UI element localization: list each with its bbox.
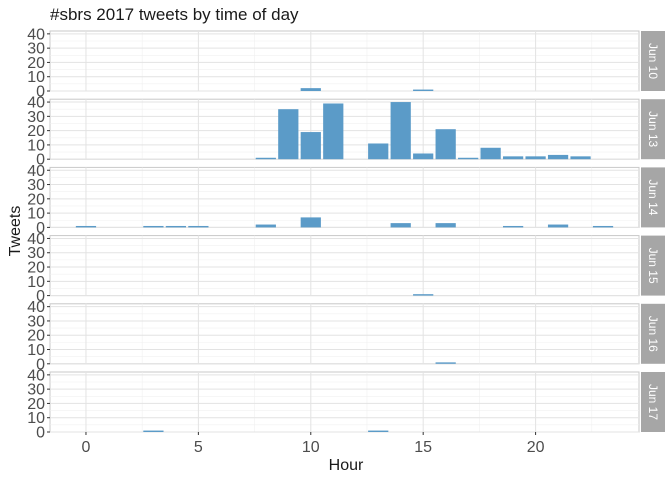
y-tick-label: 30: [27, 177, 45, 194]
y-tick-label: 40: [27, 299, 45, 316]
bar-hour-5: [188, 225, 209, 228]
bar-hour-14: [390, 223, 411, 228]
bar-hour-17: [458, 157, 479, 160]
y-tick-label: 10: [27, 137, 45, 154]
y-tick-label: 10: [27, 274, 45, 291]
x-tick-label: 5: [194, 439, 203, 456]
x-axis: 0 5 10 15 20: [82, 432, 545, 456]
facet-strip-label: Jun 16: [646, 316, 660, 352]
bar-hour-10: [300, 132, 321, 160]
bar-hour-0: [75, 225, 97, 228]
chart-title: #sbrs 2017 tweets by time of day: [50, 5, 299, 24]
y-tick-label: 20: [27, 260, 45, 277]
bar-hour-3: [143, 225, 164, 228]
y-tick-label: 10: [27, 410, 45, 427]
facet-strip: [641, 235, 665, 296]
y-tick-label: 10: [27, 69, 45, 86]
y-tick-label: 40: [27, 367, 45, 384]
y-tick-label: 20: [27, 396, 45, 413]
y-tick-label: 30: [27, 245, 45, 262]
facet-strip: [641, 372, 665, 432]
bar-hour-20: [525, 156, 546, 160]
y-tick-label: 30: [27, 382, 45, 399]
x-tick-label: 0: [82, 439, 91, 456]
bar-hour-13: [368, 430, 389, 432]
facet-strip-label: Jun 13: [646, 111, 660, 147]
bar-hour-4: [165, 225, 187, 228]
bar-hour-15: [413, 89, 434, 91]
y-tick-label: 40: [27, 231, 45, 248]
facet-strip-label: Jun 17: [646, 384, 660, 420]
y-tick-label: 30: [27, 313, 45, 330]
panel-background: [49, 303, 640, 365]
y-tick-label: 30: [27, 109, 45, 126]
bar-hour-16: [435, 362, 456, 364]
bar-hour-23: [592, 225, 614, 228]
y-tick-label: 10: [27, 342, 45, 359]
bar-hour-3: [143, 430, 164, 432]
panel-background: [49, 30, 640, 92]
facet-strip: [641, 167, 665, 228]
y-tick-label: 0: [36, 425, 45, 442]
y-tick-label: 10: [27, 206, 45, 223]
y-tick-label: 0: [36, 288, 45, 305]
y-tick-label: 30: [27, 41, 45, 58]
bar-hour-22: [570, 156, 591, 160]
bar-hour-21: [547, 154, 569, 160]
facet-strip: [641, 303, 665, 364]
y-tick-label: 40: [27, 95, 45, 112]
x-tick-label: 10: [302, 439, 320, 456]
x-axis-label: Hour: [329, 457, 364, 474]
bar-hour-18: [480, 147, 501, 160]
bar-hour-16: [435, 223, 456, 228]
bar-hour-14: [390, 102, 411, 160]
bar-hour-19: [502, 225, 524, 228]
y-tick-label: 0: [36, 84, 45, 101]
facet-strip-label: Jun 10: [646, 43, 660, 79]
bar-hour-19: [502, 156, 524, 160]
y-tick-label: 20: [27, 328, 45, 345]
y-tick-label: 20: [27, 123, 45, 140]
panel-background: [49, 371, 640, 433]
bar-hour-9: [278, 109, 299, 160]
facet-strip: [641, 99, 665, 160]
bar-hour-15: [413, 153, 434, 160]
x-tick-label: 15: [414, 439, 432, 456]
y-tick-label: 0: [36, 356, 45, 373]
y-tick-label: 0: [36, 152, 45, 169]
bar-hour-10: [300, 217, 321, 228]
y-tick-label: 0: [36, 220, 45, 237]
panel-background: [49, 98, 640, 160]
x-tick-label: 20: [527, 439, 545, 456]
bar-hour-16: [435, 129, 456, 160]
panel-background: [49, 166, 640, 228]
bar-hour-8: [255, 224, 276, 228]
facet-strip: [641, 31, 665, 91]
y-axis-label: Tweets: [7, 206, 24, 257]
bar-hour-21: [547, 224, 569, 228]
y-tick-label: 20: [27, 55, 45, 72]
bar-hour-11: [323, 103, 344, 160]
y-tick-label: 40: [27, 26, 45, 43]
facet-strip-label: Jun 14: [646, 179, 660, 215]
panel-background: [49, 235, 640, 297]
bar-hour-13: [368, 143, 389, 160]
y-tick-label: 20: [27, 191, 45, 208]
y-tick-label: 40: [27, 163, 45, 180]
bar-hour-10: [300, 88, 321, 91]
bar-hour-8: [255, 157, 276, 160]
facet-strip-label: Jun 15: [646, 248, 660, 284]
bar-hour-15: [413, 294, 434, 296]
